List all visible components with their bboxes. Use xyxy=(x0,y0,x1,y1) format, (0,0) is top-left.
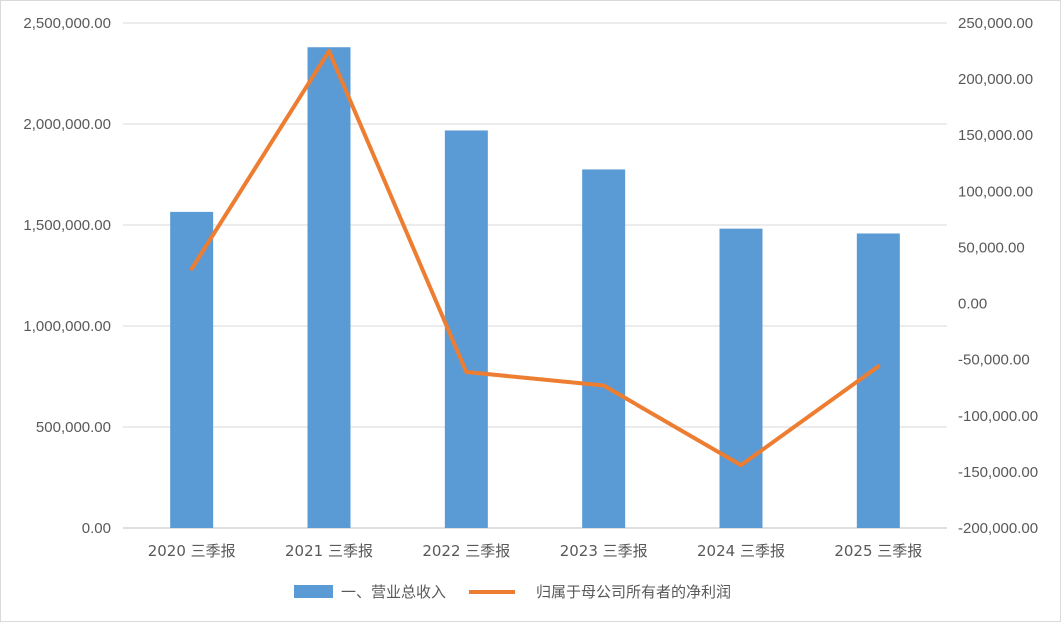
left-axis-tick-label: 2,000,000.00 xyxy=(23,116,111,133)
category-label: 2021 三季报 xyxy=(285,542,373,560)
right-axis-tick-label: 150,000.00 xyxy=(958,127,1033,144)
left-axis-tick-label: 2,500,000.00 xyxy=(23,15,111,32)
line-series xyxy=(192,51,879,465)
bar-series xyxy=(170,47,900,528)
left-axis-tick-label: 0.00 xyxy=(82,520,111,537)
right-axis-tick-label: -200,000.00 xyxy=(958,520,1038,537)
revenue-bar xyxy=(170,212,213,528)
left-axis-tick-label: 500,000.00 xyxy=(36,419,111,436)
revenue-bar xyxy=(445,130,488,528)
revenue-bar xyxy=(308,47,351,528)
legend: 一、营业总收入 归属于母公司所有者的净利润 xyxy=(294,583,731,601)
left-axis-tick-label: 1,500,000.00 xyxy=(23,217,111,234)
right-axis-tick-label: 0.00 xyxy=(958,296,987,313)
right-axis-tick-label: 250,000.00 xyxy=(958,15,1033,32)
category-axis-labels: 2020 三季报 2021 三季报 2022 三季报 2023 三季报 2024 三季报… xyxy=(148,542,923,560)
left-axis-tick-label: 1,000,000.00 xyxy=(23,318,111,335)
net-profit-line xyxy=(192,51,879,465)
right-axis-tick-label: 200,000.00 xyxy=(958,71,1033,88)
right-axis-tick-label: 50,000.00 xyxy=(958,239,1025,256)
legend-bar-label: 一、营业总收入 xyxy=(341,583,446,601)
right-axis-tick-label: -50,000.00 xyxy=(958,352,1030,369)
legend-bar-swatch xyxy=(294,585,333,598)
right-axis-tick-label: 100,000.00 xyxy=(958,183,1033,200)
revenue-bar xyxy=(720,229,763,528)
right-axis-tick-label: -100,000.00 xyxy=(958,408,1038,425)
category-label: 2025 三季报 xyxy=(834,542,922,560)
revenue-bar xyxy=(857,233,900,528)
category-label: 2024 三季报 xyxy=(697,542,785,560)
category-label: 2022 三季报 xyxy=(422,542,510,560)
category-label: 2023 三季报 xyxy=(560,542,648,560)
right-axis-ticks: -200,000.00 -150,000.00 -100,000.00 -50,000… xyxy=(958,15,1038,537)
right-axis-tick-label: -150,000.00 xyxy=(958,464,1038,481)
gridlines xyxy=(123,23,947,528)
revenue-bar xyxy=(582,169,625,528)
legend-line-label: 归属于母公司所有者的净利润 xyxy=(536,583,731,601)
category-label: 2020 三季报 xyxy=(148,542,236,560)
left-axis-ticks: 0.00 500,000.00 1,000,000.00 1,500,000.00 2,… xyxy=(23,15,111,537)
